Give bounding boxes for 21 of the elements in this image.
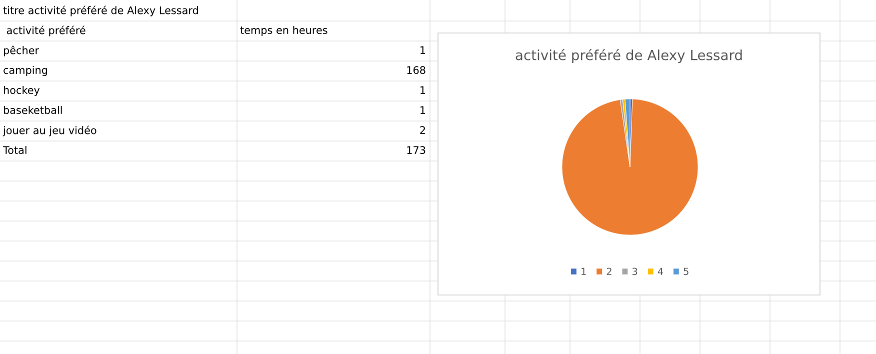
legend-label: 3 bbox=[632, 268, 638, 276]
text: 168 bbox=[407, 66, 426, 74]
text: 1 bbox=[420, 106, 426, 114]
legend-label: 5 bbox=[684, 268, 688, 276]
legend-label: 2 bbox=[606, 268, 612, 275]
text: 173 bbox=[407, 146, 426, 154]
text: 1 bbox=[420, 46, 426, 54]
text: 2 bbox=[420, 126, 425, 134]
chart-title: activité préféré de Alexy Lessard bbox=[516, 49, 742, 63]
text: titre activité préféré de Alexy Lessard bbox=[3, 6, 198, 16]
legend-label: 4 bbox=[658, 268, 664, 275]
legend-label: 1 bbox=[582, 268, 586, 275]
text: temps en heures bbox=[240, 26, 328, 36]
text: camping bbox=[4, 66, 48, 76]
text: Total bbox=[2, 146, 26, 154]
text: jouer au jeu vidéo bbox=[2, 126, 96, 136]
text: hockey bbox=[4, 86, 40, 96]
text: 1 bbox=[420, 86, 426, 94]
text: pêcher bbox=[4, 46, 40, 56]
text: baseketball bbox=[4, 106, 62, 114]
text: activité préféré bbox=[6, 26, 86, 36]
